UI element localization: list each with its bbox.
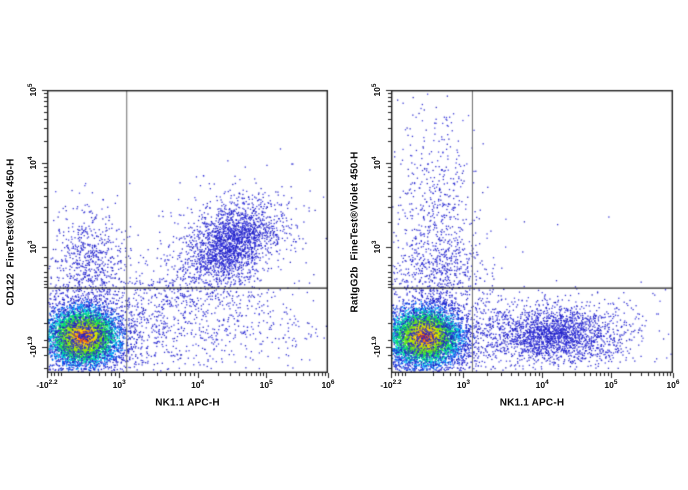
y-tick-label: 103 bbox=[371, 240, 382, 254]
x-tick-label: 105 bbox=[604, 379, 618, 390]
y-axis-label-left: CD122 FineTest®Violet 450-H bbox=[5, 157, 17, 306]
x-axis-label-right: NK1.1 APC-H bbox=[499, 397, 565, 409]
y-tick-label: 104 bbox=[371, 156, 382, 170]
scatter-plot-left bbox=[39, 88, 332, 383]
y-tick-label: 104 bbox=[27, 156, 38, 170]
x-tick-label: 103 bbox=[456, 379, 471, 390]
y-tick-label: 105 bbox=[27, 83, 38, 97]
y-tick-label: 105 bbox=[371, 83, 382, 97]
x-tick-label: 106 bbox=[666, 379, 680, 390]
x-tick-label: -102.2 bbox=[36, 379, 58, 390]
y-tick-label: 103 bbox=[27, 240, 38, 254]
x-tick-label: -102.2 bbox=[380, 379, 402, 390]
x-tick-label: 106 bbox=[321, 379, 335, 390]
y-axis-label-right: RatIgG2b FineTest®Violet 450-H bbox=[349, 150, 361, 313]
x-axis-label-left: NK1.1 APC-H bbox=[155, 397, 220, 409]
y-tick-label: -101.9 bbox=[27, 336, 38, 358]
x-tick-label: 104 bbox=[535, 379, 549, 390]
x-tick-label: 104 bbox=[191, 379, 205, 390]
x-tick-label: 105 bbox=[259, 379, 273, 390]
y-tick-label: -101.9 bbox=[371, 336, 382, 358]
x-tick-label: 103 bbox=[112, 379, 126, 390]
scatter-plot-right bbox=[383, 88, 677, 383]
